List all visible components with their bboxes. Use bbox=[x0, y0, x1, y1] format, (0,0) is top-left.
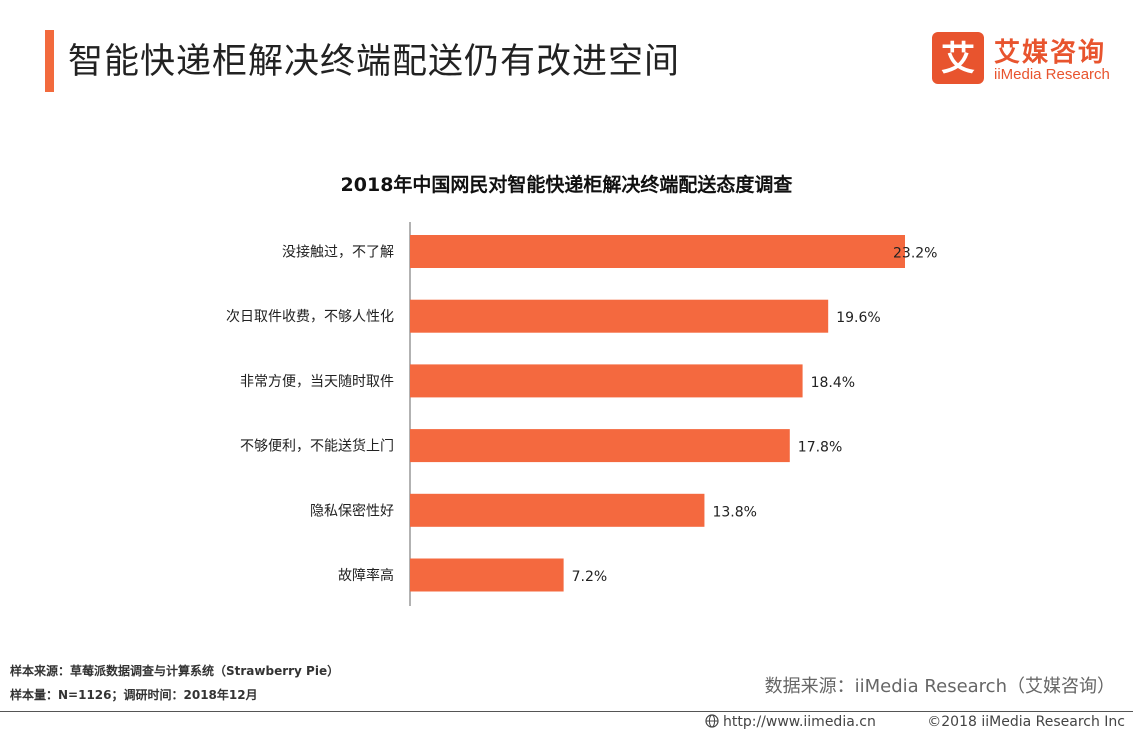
category-label: 没接触过，不了解 bbox=[282, 244, 394, 261]
logo-mark: 艾 bbox=[932, 32, 984, 84]
page-title: 智能快递柜解决终端配送仍有改进空间 bbox=[68, 42, 681, 82]
logo-text-en: iiMedia Research bbox=[994, 66, 1110, 83]
brand-logo: 艾 艾媒咨询 iiMedia Research bbox=[932, 32, 1112, 88]
globe-icon bbox=[705, 714, 719, 728]
category-label: 故障率高 bbox=[338, 567, 394, 584]
value-label: 19.6% bbox=[836, 310, 880, 326]
logo-glyph: 艾 bbox=[941, 39, 975, 79]
logo-text-cn: 艾媒咨询 bbox=[994, 38, 1107, 68]
bar bbox=[410, 364, 803, 398]
bar bbox=[410, 493, 705, 527]
value-label: 23.2% bbox=[893, 246, 937, 262]
title-accent-bar bbox=[45, 30, 54, 92]
footer-url-text[interactable]: http://www.iimedia.cn bbox=[723, 714, 876, 730]
category-label: 不够便利，不能送货上门 bbox=[240, 438, 394, 455]
footer-url[interactable]: http://www.iimedia.cn bbox=[705, 714, 876, 730]
sample-source: 样本来源：草莓派数据调查与计算系统（Strawberry Pie） bbox=[10, 664, 340, 678]
category-label: 隐私保密性好 bbox=[310, 502, 394, 519]
chart-title: 2018年中国网民对智能快递柜解决终端配送态度调查 bbox=[340, 174, 793, 196]
sample-size: 样本量：N=1126；调研时间：2018年12月 bbox=[10, 688, 258, 702]
value-label: 17.8% bbox=[798, 440, 842, 456]
value-label: 13.8% bbox=[712, 504, 756, 520]
bar bbox=[410, 558, 564, 592]
bar bbox=[410, 429, 790, 463]
footer-divider bbox=[0, 711, 1133, 712]
logo-glyph-icon: 艾 bbox=[941, 39, 975, 79]
bar bbox=[410, 299, 829, 333]
bar bbox=[410, 235, 905, 268]
value-label: 7.2% bbox=[572, 569, 608, 585]
footer-copyright: ©2018 iiMedia Research Inc bbox=[927, 714, 1125, 730]
category-label: 非常方便，当天随时取件 bbox=[240, 374, 394, 390]
data-source: 数据来源：iiMedia Research（艾媒咨询） bbox=[764, 676, 1115, 697]
value-label: 18.4% bbox=[811, 375, 855, 391]
category-label: 次日取件收费，不够人性化 bbox=[226, 309, 394, 325]
